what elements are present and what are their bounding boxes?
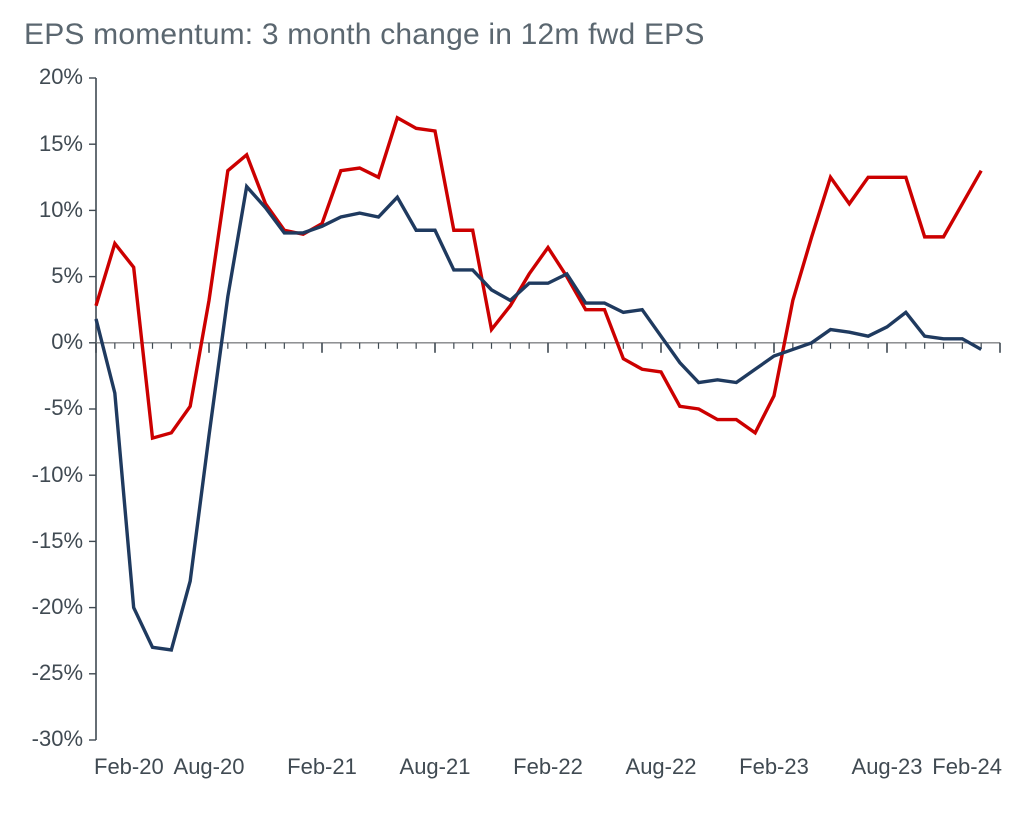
eps-momentum-chart: EPS momentum: 3 month change in 12m fwd … bbox=[0, 0, 1024, 818]
legend: Magnificent 7Rest of S&P bbox=[0, 0, 1024, 818]
